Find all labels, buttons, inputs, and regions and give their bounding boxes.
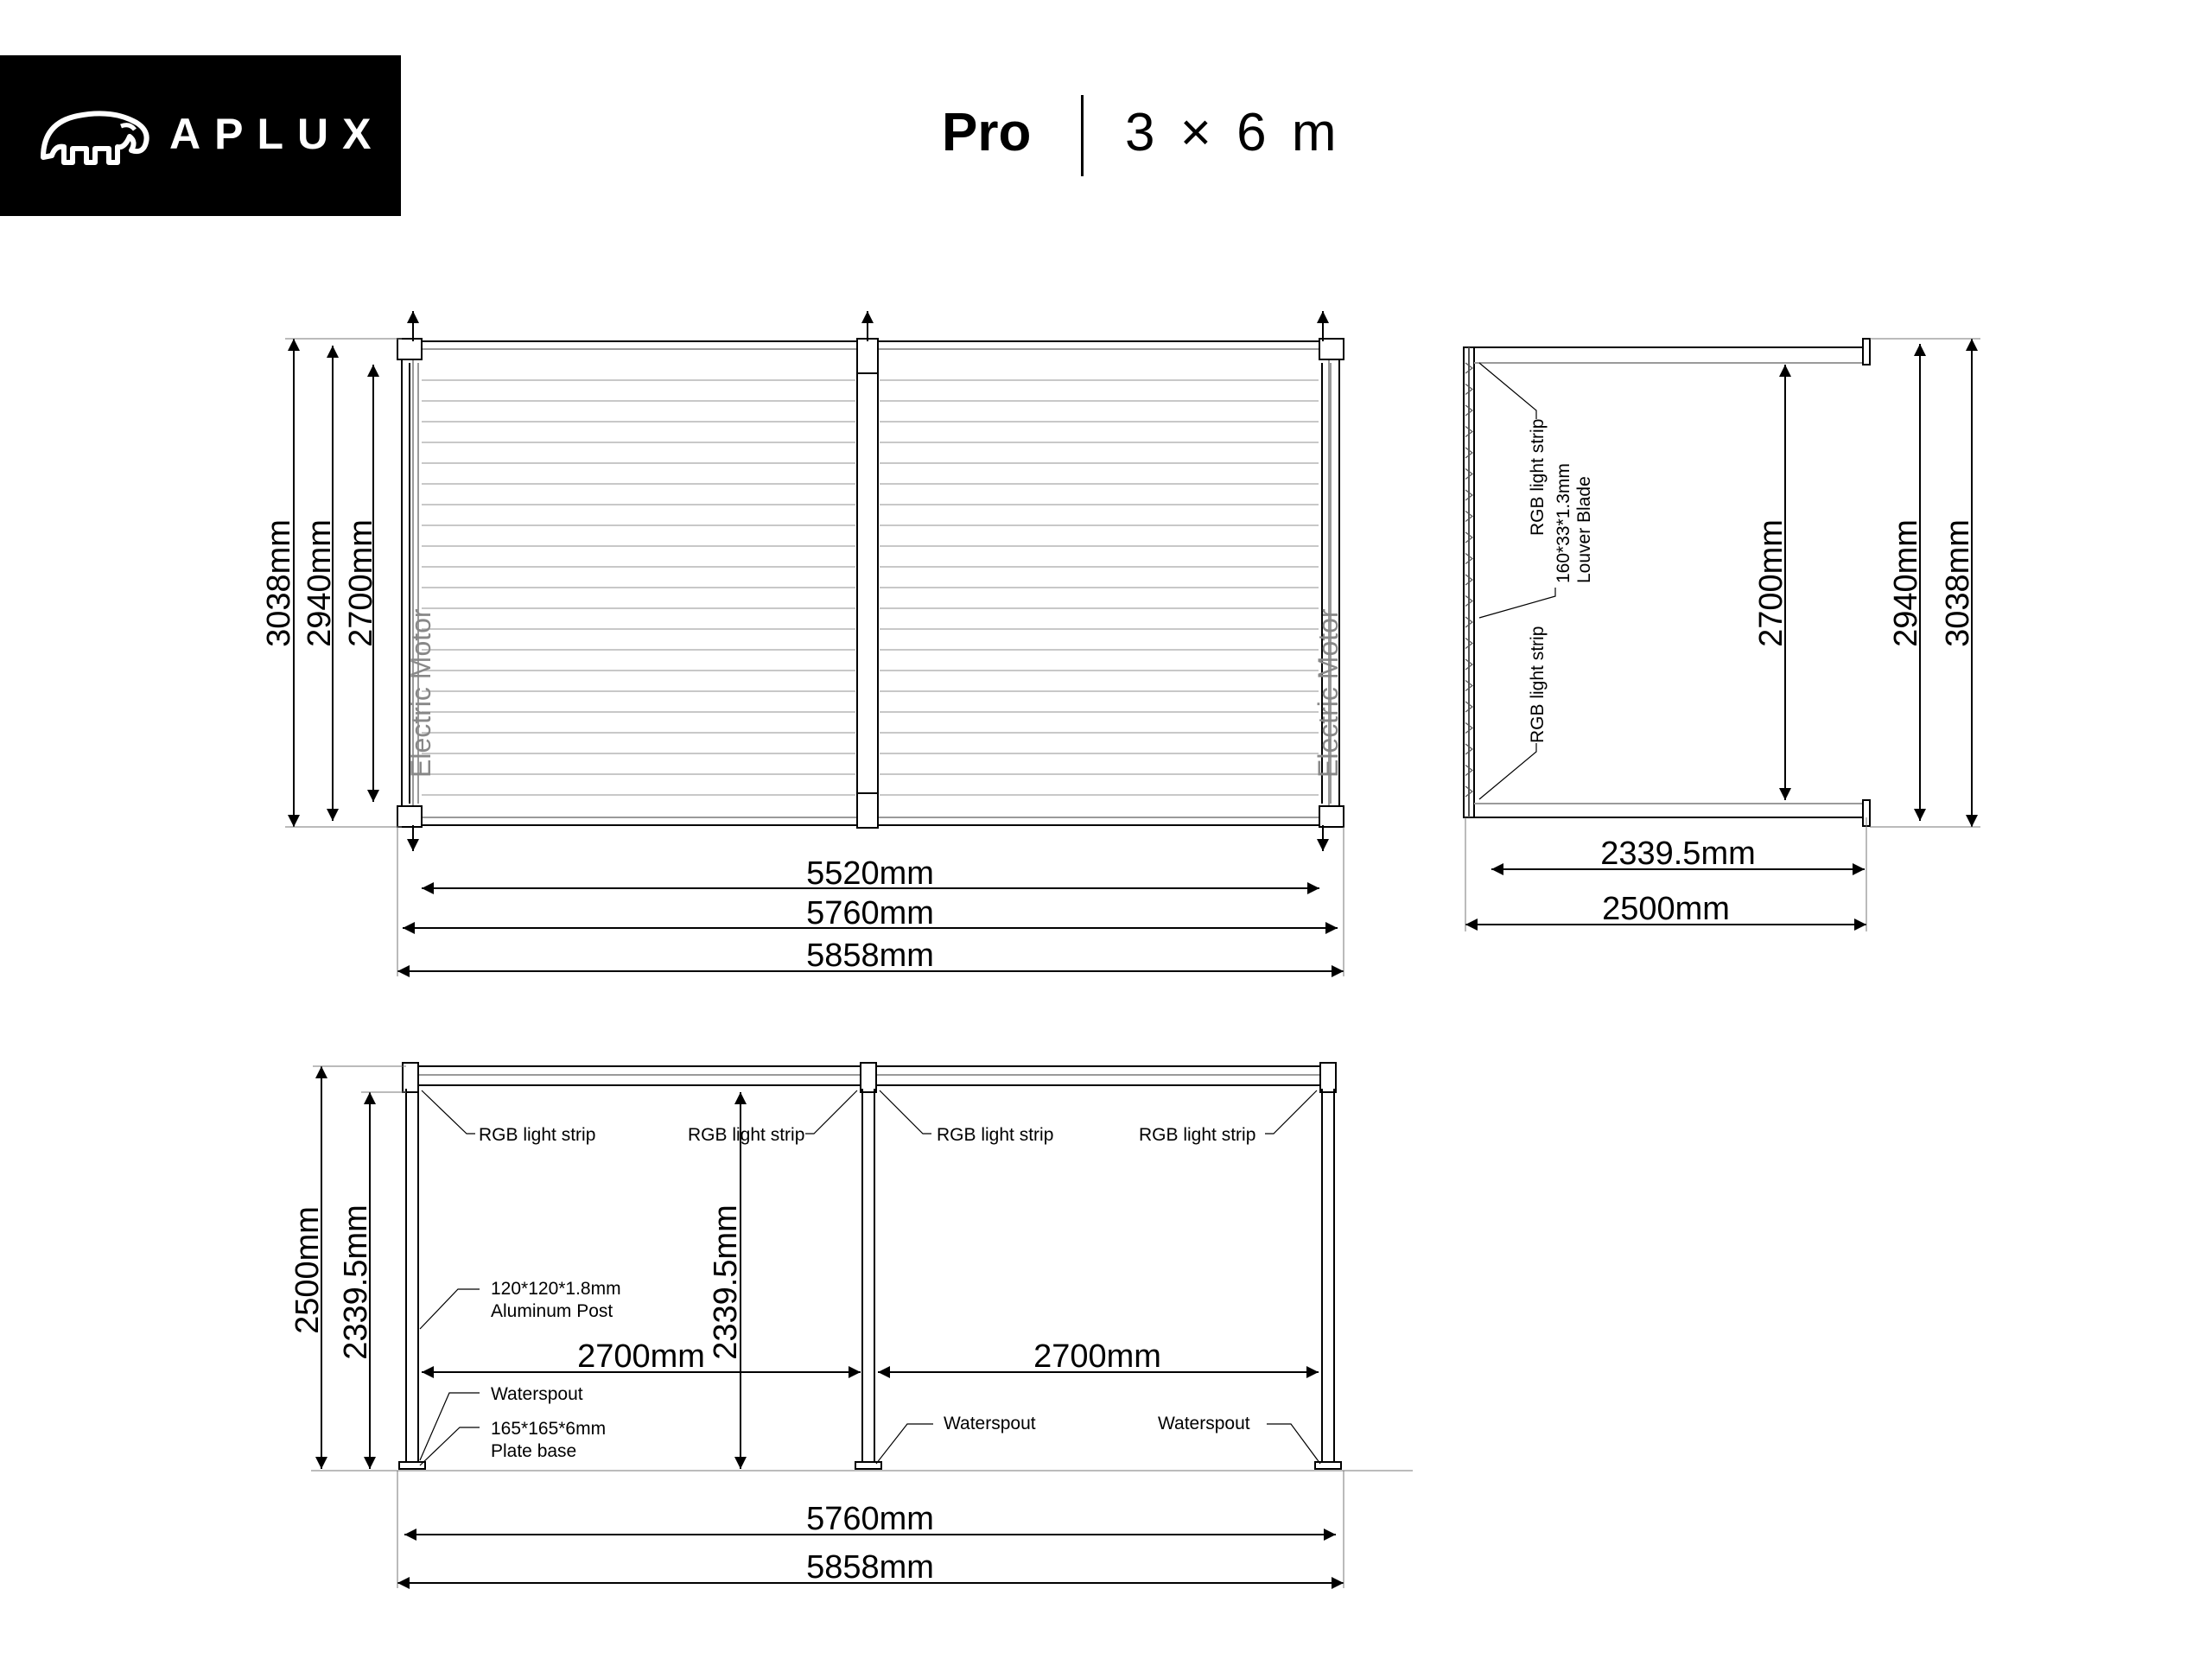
dim-top-h-5760: 5760mm bbox=[806, 895, 934, 931]
front-rgb-label-2: RGB light strip bbox=[688, 1125, 804, 1145]
dim-side-h-2339: 2339.5mm bbox=[1600, 836, 1756, 872]
brand-name: APLUX bbox=[169, 110, 385, 158]
front-view bbox=[311, 1062, 1413, 1589]
waterspout-label-mid: Waterspout bbox=[944, 1414, 1036, 1433]
side-blade-profile bbox=[1465, 384, 1473, 395]
size-title: 3 × 6 m bbox=[1125, 103, 1342, 162]
side-blade-profile bbox=[1465, 468, 1473, 480]
side-blade-profile bbox=[1465, 426, 1473, 437]
dim-front-bay-left: 2700mm bbox=[577, 1338, 705, 1375]
brand-logo: APLUX bbox=[0, 55, 401, 216]
side-blade-profile bbox=[1465, 553, 1473, 564]
dim-side-h-2500: 2500mm bbox=[1602, 891, 1730, 927]
side-rgb-top-label: RGB light strip bbox=[1528, 419, 1548, 536]
dim-top-v-2940: 2940mm bbox=[302, 519, 338, 647]
side-blade-profile bbox=[1465, 765, 1473, 776]
model-title: Pro bbox=[942, 103, 1032, 162]
dim-top-h-5520: 5520mm bbox=[806, 855, 934, 892]
dim-front-v-2339-mid: 2339.5mm bbox=[708, 1205, 744, 1360]
top-view bbox=[285, 311, 1344, 977]
side-view bbox=[1463, 338, 1980, 931]
side-blade-profile bbox=[1465, 785, 1473, 798]
title-divider bbox=[1081, 95, 1084, 176]
front-rgb-label-3: RGB light strip bbox=[937, 1125, 1053, 1145]
waterspout-label-right: Waterspout bbox=[1158, 1414, 1250, 1433]
side-blade-profile bbox=[1465, 595, 1473, 607]
side-louver-spec-label: 160*33*1.3mm bbox=[1554, 463, 1573, 583]
dim-side-v-2940: 2940mm bbox=[1888, 519, 1924, 647]
motor-label-left: Electric Motor bbox=[405, 608, 436, 778]
side-blade-profile bbox=[1465, 362, 1473, 374]
dim-top-v-2700: 2700mm bbox=[343, 519, 379, 647]
side-blade-profile bbox=[1465, 511, 1473, 522]
plate-spec-label: 165*165*6mm bbox=[491, 1419, 606, 1439]
dim-front-v-2339-left: 2339.5mm bbox=[338, 1205, 374, 1360]
dim-front-h-5760: 5760mm bbox=[806, 1501, 934, 1537]
side-blade-profile bbox=[1465, 574, 1473, 586]
side-blade-profile bbox=[1465, 638, 1473, 649]
front-rgb-label-4: RGB light strip bbox=[1139, 1125, 1255, 1145]
side-blade-profile bbox=[1465, 722, 1473, 734]
side-blade-profile bbox=[1465, 489, 1473, 501]
side-rgb-bottom-label: RGB light strip bbox=[1528, 626, 1548, 743]
waterspout-label-left: Waterspout bbox=[491, 1384, 583, 1404]
side-blade-profile bbox=[1465, 447, 1473, 459]
side-louver-name-label: Louver Blade bbox=[1574, 476, 1594, 583]
side-blade-profile bbox=[1465, 404, 1473, 416]
dim-front-v-2500: 2500mm bbox=[289, 1206, 326, 1334]
dim-top-v-3038: 3038mm bbox=[261, 519, 297, 647]
dim-front-bay-right: 2700mm bbox=[1033, 1338, 1161, 1375]
dim-side-v-3038: 3038mm bbox=[1940, 519, 1976, 647]
dim-top-h-5858: 5858mm bbox=[806, 938, 934, 974]
side-blade-profile bbox=[1465, 680, 1473, 691]
dim-front-h-5858: 5858mm bbox=[806, 1549, 934, 1586]
mammoth-icon bbox=[41, 111, 149, 165]
front-rgb-label-1: RGB light strip bbox=[479, 1125, 595, 1145]
motor-label-right: Electric Motor bbox=[1313, 608, 1344, 778]
plate-name-label: Plate base bbox=[491, 1441, 576, 1461]
side-blade-profile bbox=[1465, 531, 1473, 543]
side-blade-profile bbox=[1465, 616, 1473, 628]
side-blade-profile bbox=[1465, 743, 1473, 755]
side-blade-profile bbox=[1465, 658, 1473, 671]
post-spec-label: 120*120*1.8mm bbox=[491, 1279, 621, 1299]
post-name-label: Aluminum Post bbox=[491, 1301, 613, 1321]
side-blade-profile bbox=[1465, 701, 1473, 713]
dim-side-v-2700: 2700mm bbox=[1753, 519, 1789, 647]
